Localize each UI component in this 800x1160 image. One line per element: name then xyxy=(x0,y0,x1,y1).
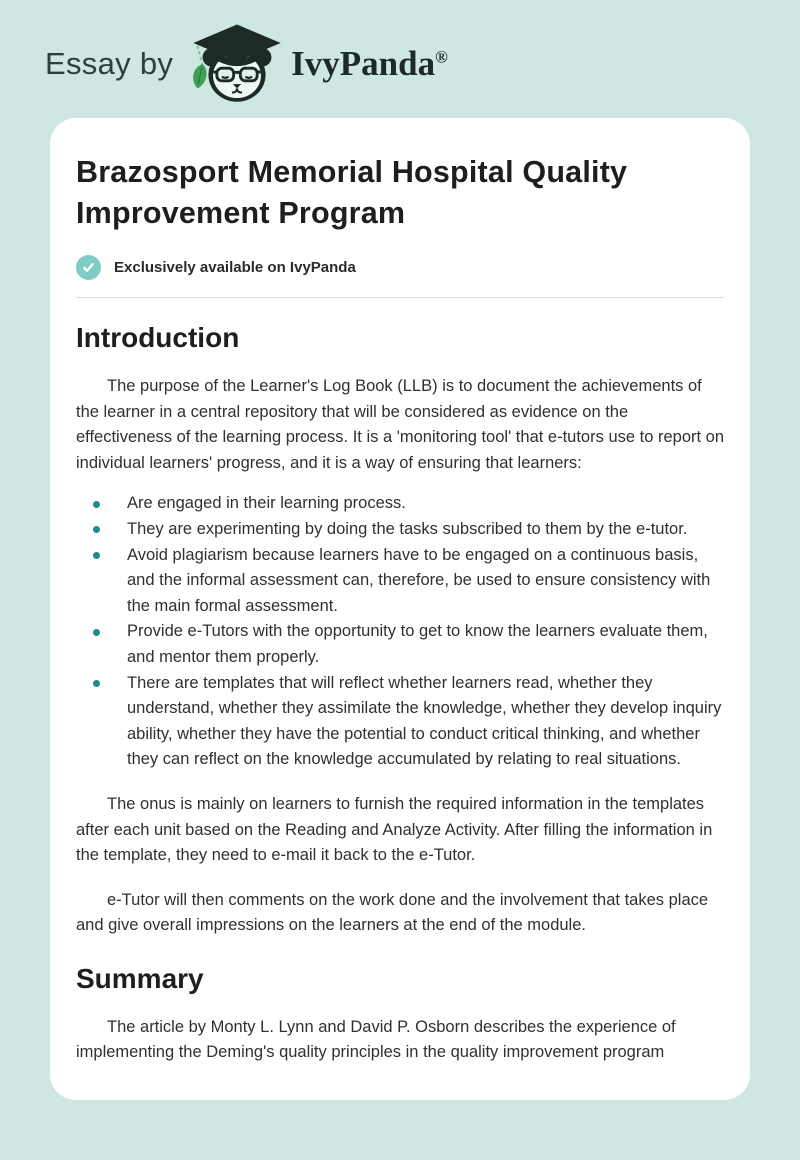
essay-by-label: Essay by xyxy=(45,46,174,81)
check-icon xyxy=(76,255,101,280)
list-item: They are experimenting by doing the task… xyxy=(76,517,724,543)
ivypanda-panda-logo-icon xyxy=(185,22,289,106)
list-item: There are templates that will reflect wh… xyxy=(76,671,724,773)
list-item: Are engaged in their learning process. xyxy=(76,491,724,517)
registered-mark: ® xyxy=(435,47,448,67)
intro-paragraph-3: e-Tutor will then comments on the work d… xyxy=(76,890,709,935)
brand-name: IvyPanda® xyxy=(291,44,448,83)
site-header: Essay by xyxy=(0,0,800,118)
graduation-cap-icon xyxy=(193,24,281,62)
list-item: Avoid plagiarism because learners have t… xyxy=(76,543,724,620)
exclusive-badge: Exclusively available on IvyPanda xyxy=(76,255,724,280)
tassel-string xyxy=(196,45,204,66)
glasses-icon xyxy=(215,66,236,83)
intro-paragraph-2: The onus is mainly on learners to furnis… xyxy=(76,794,713,865)
exclusive-badge-label: Exclusively available on IvyPanda xyxy=(114,259,356,276)
introduction-heading: Introduction xyxy=(76,322,240,353)
intro-bullet-list: Are engaged in their learning process. T… xyxy=(76,491,724,773)
summary-paragraph-1: The article by Monty L. Lynn and David P… xyxy=(76,1017,676,1062)
essay-title: Brazosport Memorial Hospital Quality Imp… xyxy=(76,155,628,230)
essay-card: Brazosport Memorial Hospital Quality Imp… xyxy=(50,118,750,1100)
divider xyxy=(76,297,724,298)
list-item: Provide e-Tutors with the opportunity to… xyxy=(76,619,724,670)
summary-heading: Summary xyxy=(76,962,204,994)
intro-paragraph-1: The purpose of the Learner's Log Book (L… xyxy=(76,377,725,472)
